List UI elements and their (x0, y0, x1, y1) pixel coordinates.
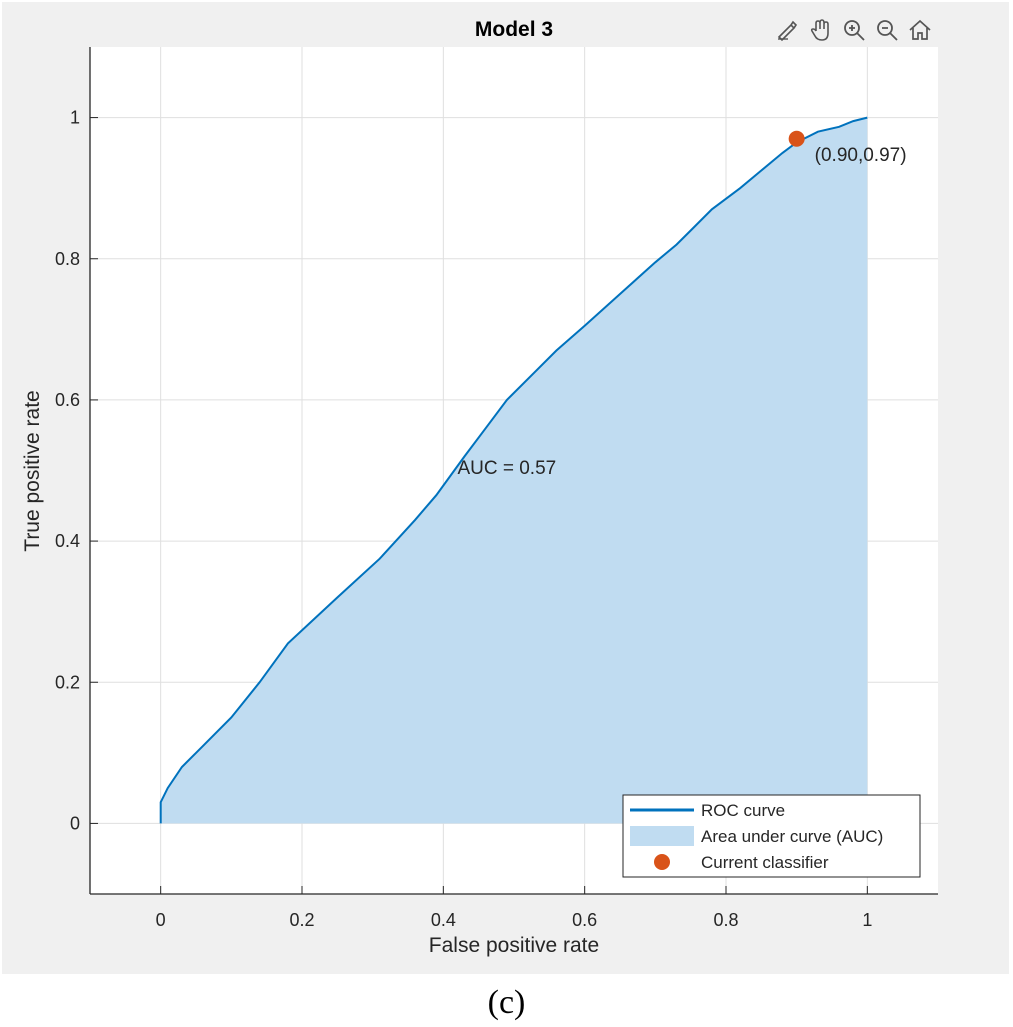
legend: ROC curve Area under curve (AUC) Current… (622, 794, 921, 878)
chart-title: Model 3 (475, 18, 553, 41)
x-tick-label: 1 (862, 910, 872, 930)
home-icon[interactable] (904, 14, 935, 46)
legend-auc-label: Area under curve (AUC) (701, 827, 883, 846)
current-classifier-label: (0.90,0.97) (815, 145, 907, 166)
axis-lines (89, 47, 938, 895)
pan-hand-icon[interactable] (805, 14, 836, 46)
zoom-out-icon[interactable] (871, 14, 902, 46)
axes-toolbar (772, 14, 935, 46)
y-axis-label: True positive rate (21, 390, 44, 551)
x-tick-label: 0.2 (289, 910, 314, 930)
zoom-in-icon[interactable] (838, 14, 869, 46)
legend-auc-swatch (630, 826, 694, 846)
current-classifier-point[interactable] (788, 130, 805, 147)
y-tick-label: 0.4 (55, 531, 80, 551)
axis-ticks: 0 0.2 0.4 0.6 0.8 1 0 0.2 0.4 0.6 0.8 1 (55, 108, 872, 930)
legend-roc-label: ROC curve (701, 801, 785, 820)
x-axis-label: False positive rate (429, 934, 599, 957)
x-tick-label: 0 (156, 910, 166, 930)
auc-annotation: AUC = 0.57 (457, 458, 556, 479)
y-tick-label: 0.6 (55, 390, 80, 410)
auc-area (160, 117, 868, 824)
legend-classifier-label: Current classifier (701, 853, 829, 872)
y-tick-label: 0 (70, 813, 80, 833)
figure-caption: (c) (487, 984, 526, 1021)
x-tick-label: 0.4 (431, 910, 456, 930)
x-tick-label: 0.8 (713, 910, 738, 930)
roc-chart: (0.90,0.97) AUC = 0.57 0 0.2 0.4 0.6 0.8 1 0 0.… (21, 18, 938, 957)
y-tick-label: 1 (70, 108, 80, 128)
legend-classifier-swatch (654, 854, 670, 870)
y-tick-label: 0.8 (55, 249, 80, 269)
x-tick-label: 0.6 (572, 910, 597, 930)
brush-icon[interactable] (772, 14, 803, 46)
y-tick-label: 0.2 (55, 672, 80, 692)
roc-curve-line (159, 116, 868, 824)
figure-panel: (0.90,0.97) AUC = 0.57 0 0.2 0.4 0.6 0.8 1 0 0.… (2, 2, 1009, 974)
